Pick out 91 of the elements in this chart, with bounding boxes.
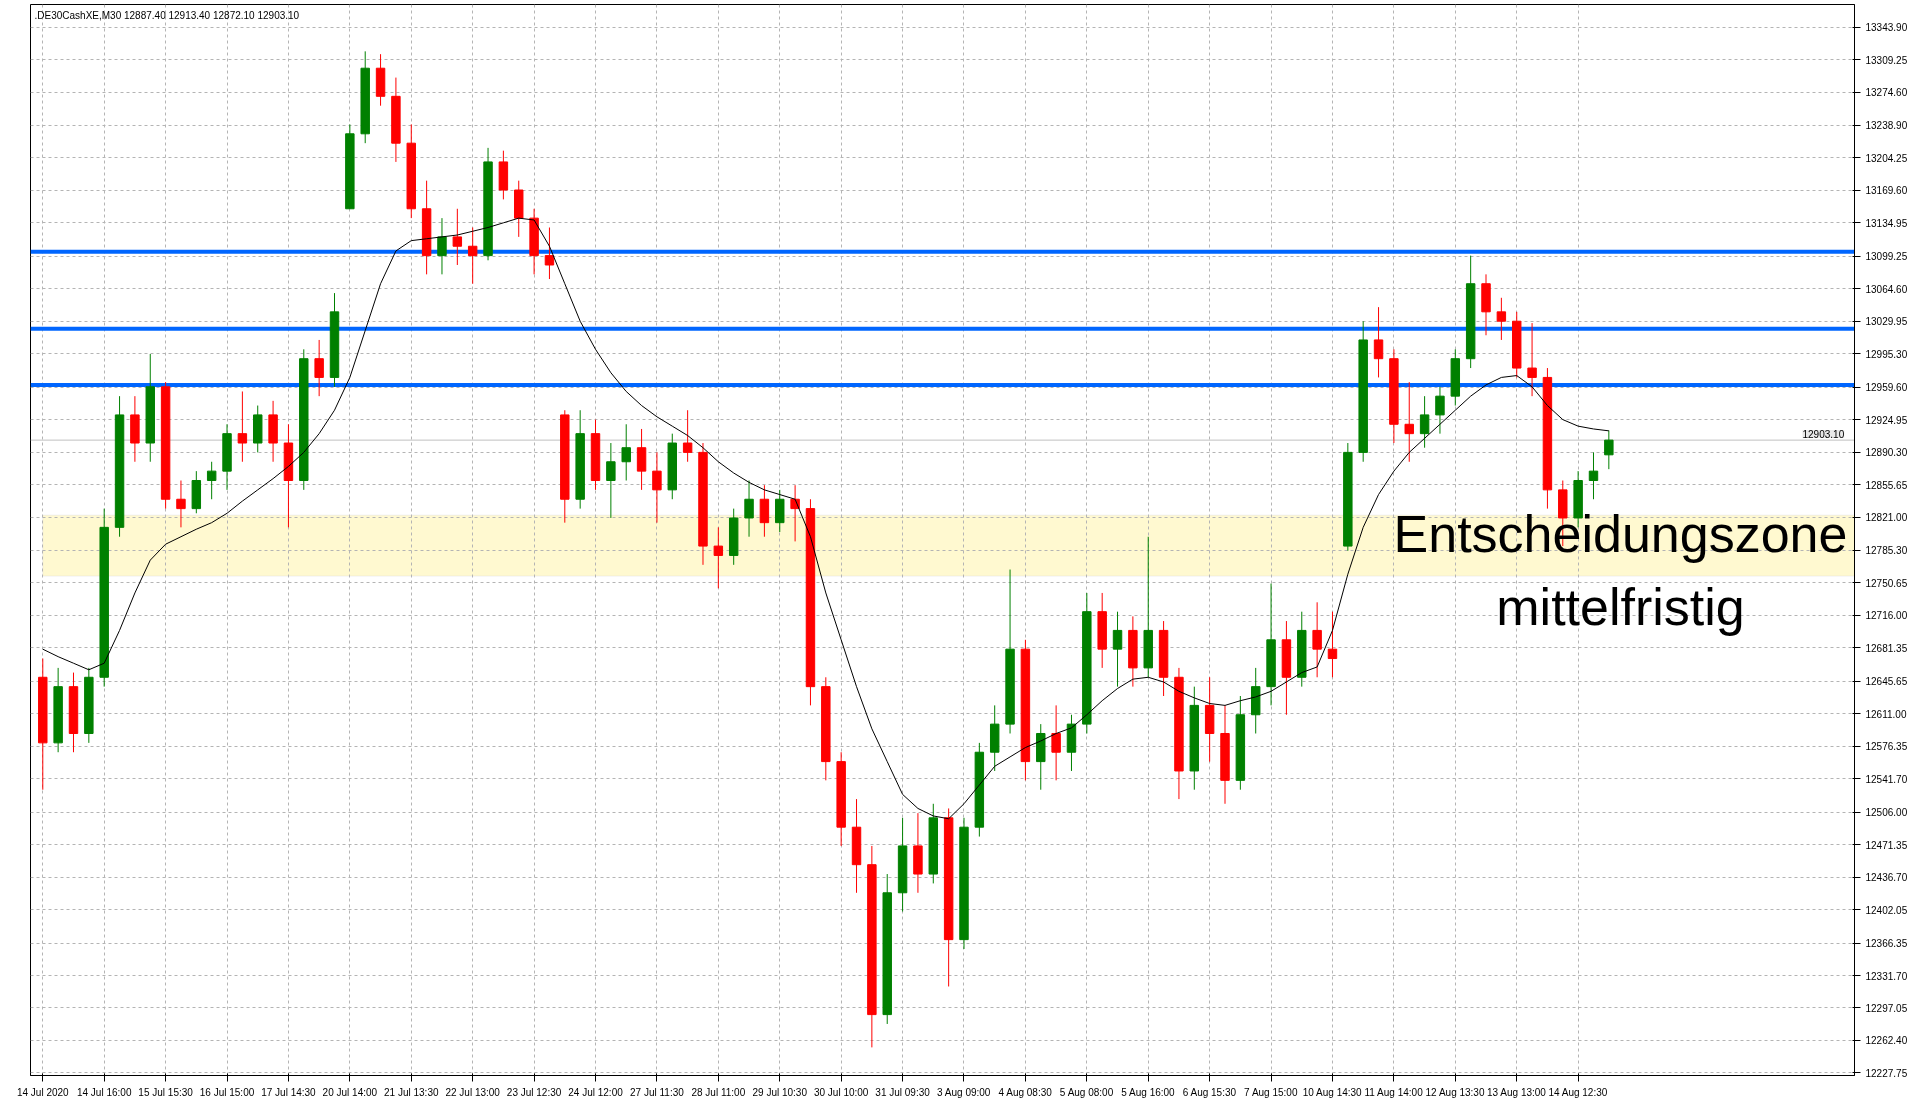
candlestick (1404, 381, 1414, 463)
x-tick-label: 14 Jul 16:00 (76, 1086, 132, 1098)
x-tick-label: 27 Jul 11:30 (630, 1086, 685, 1098)
y-tick-label: 12227.75 (1865, 1067, 1908, 1079)
candlestick (1527, 322, 1537, 397)
y-tick-label: 12471.35 (1865, 839, 1908, 851)
candlestick (744, 480, 754, 538)
text: .DE30CashXE,M30 12887.40 12913.40 12872.10 12903.10 (34, 9, 300, 21)
x-tick-label: 6 Aug 15:30 (1182, 1086, 1237, 1098)
x-tick-label: 11 Aug 14:00 (1364, 1086, 1424, 1098)
y-tick-label: 12506.00 (1865, 807, 1908, 819)
y-tick-label: 12995.30 (1865, 348, 1908, 360)
y-tick-label: 12436.70 (1865, 872, 1908, 884)
candlestick (467, 227, 478, 285)
candlestick (176, 480, 186, 528)
x-tick-label: 13 Aug 13:00 (1486, 1086, 1547, 1098)
x-tick-label: 24 Jul 12:00 (568, 1086, 624, 1098)
x-tick-label: 10 Aug 14:30 (1302, 1086, 1363, 1098)
candlestick (206, 461, 217, 500)
x-tick-label: 5 Aug 16:00 (1121, 1086, 1176, 1098)
x-tick-label: 30 Jul 10:00 (813, 1086, 869, 1098)
x-tick-label: 14 Jul 2020 (16, 1086, 70, 1098)
annotation: Entscheidungszone mittelfristig (1393, 505, 1848, 636)
candlestick (652, 451, 662, 524)
candlestick (1604, 429, 1614, 470)
candlestick (1112, 611, 1123, 688)
y-tick-label: 12890.30 (1865, 447, 1908, 459)
candlestick (1312, 601, 1322, 678)
x-tick-label: 7 Aug 15:00 (1244, 1086, 1298, 1098)
y-tick-label: 12611.00 (1865, 708, 1907, 720)
candlestick (452, 208, 463, 266)
x-tick-label: 20 Jul 14:00 (322, 1086, 378, 1098)
candlestick (1435, 386, 1445, 435)
ref-line-label: 12903.10 (1802, 429, 1845, 441)
candlestick (314, 339, 324, 397)
y-tick-label: 12262.40 (1865, 1035, 1908, 1047)
y-tick-label: 13274.60 (1865, 87, 1908, 99)
x-tick-label: 21 Jul 13:30 (384, 1086, 439, 1098)
x-tick-label: 16 Jul 15:00 (199, 1086, 255, 1098)
y-tick-label: 13064.60 (1865, 283, 1908, 295)
y-tick-label: 12402.05 (1865, 904, 1908, 916)
y-tick-label: 13099.25 (1865, 251, 1908, 263)
candlestick (759, 484, 770, 538)
candlestick (1419, 395, 1430, 449)
y-tick-label: 12366.35 (1865, 938, 1908, 950)
y-tick-label: 12331.70 (1865, 970, 1908, 982)
candlestick (1496, 297, 1507, 341)
y-tick-label: 13169.60 (1865, 185, 1908, 197)
candlestick (713, 526, 724, 589)
y-tick-label: 12959.60 (1865, 382, 1908, 394)
y-tick-label: 12541.70 (1865, 773, 1908, 785)
x-tick-label: 23 Jul 12:30 (506, 1086, 562, 1098)
candlestick (437, 217, 447, 275)
x-tick-label: 22 Jul 13:00 (445, 1086, 501, 1098)
x-tick-label: 5 Aug 08:00 (1059, 1086, 1114, 1098)
y-tick-label: 12924.95 (1865, 414, 1908, 426)
candlestick (544, 227, 555, 280)
candlestick (682, 409, 693, 463)
y-tick-label: 12821.00 (1865, 512, 1908, 524)
x-tick-label: 15 Jul 15:30 (138, 1086, 194, 1098)
x-tick-label: 3 Aug 09:00 (937, 1086, 991, 1098)
candlestick (775, 489, 785, 533)
x-tick-label: 31 Jul 09:30 (875, 1086, 931, 1098)
y-tick-label: 12855.65 (1865, 479, 1908, 491)
y-tick-label: 12716.00 (1865, 610, 1908, 622)
x-tick-label: 14 Aug 12:30 (1548, 1086, 1608, 1098)
candlestick (1588, 451, 1599, 500)
y-tick-label: 12750.65 (1865, 577, 1908, 589)
x-tick-label: 17 Jul 14:30 (261, 1086, 317, 1098)
x-tick-label: 28 Jul 11:00 (691, 1086, 746, 1098)
y-tick-label: 13238.90 (1865, 120, 1908, 132)
candlestick (621, 423, 631, 481)
x-tick-label: 4 Aug 08:30 (998, 1086, 1053, 1098)
candlestick (237, 390, 248, 463)
y-tick-label: 13204.25 (1865, 152, 1908, 164)
y-tick-label: 13029.95 (1865, 316, 1908, 328)
candlestick (1373, 306, 1384, 378)
candlestick (636, 428, 647, 491)
candlestick (1327, 611, 1338, 678)
candlestick (606, 442, 616, 519)
y-tick-label: 13343.90 (1865, 22, 1908, 34)
y-tick-label: 13134.95 (1865, 217, 1908, 229)
y-tick-label: 12297.05 (1865, 1002, 1908, 1014)
y-tick-label: 13309.25 (1865, 54, 1908, 66)
x-tick-label: 12 Aug 13:30 (1425, 1086, 1485, 1098)
y-tick-label: 12576.35 (1865, 741, 1908, 753)
y-tick-label: 12681.35 (1865, 642, 1908, 654)
y-tick-label: 12645.65 (1865, 676, 1908, 688)
candlestick (1051, 704, 1061, 781)
x-tick-label: 29 Jul 10:30 (752, 1086, 808, 1098)
y-tick-label: 12785.30 (1865, 545, 1908, 557)
